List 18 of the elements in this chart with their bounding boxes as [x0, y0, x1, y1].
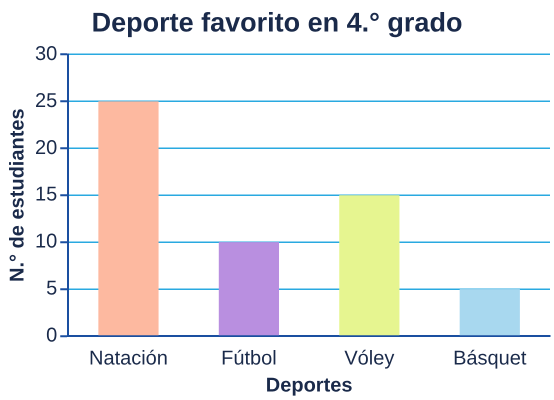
bar [98, 101, 159, 336]
x-tick-label: Natación [88, 348, 168, 370]
y-axis-title: N.° de estudiantes [6, 108, 29, 282]
x-tick-label: Vóley [344, 348, 394, 370]
y-tick-label: 25 [34, 90, 58, 112]
x-axis-title: Deportes [266, 374, 352, 397]
y-tick-label: 10 [34, 230, 58, 253]
bar [339, 195, 400, 336]
x-tick-label: Básquet [453, 348, 527, 370]
bar [460, 289, 520, 336]
y-tick-label: 30 [34, 42, 58, 65]
chart-title: Deporte favorito en 4.° grado [92, 8, 462, 38]
bar [218, 242, 280, 336]
y-tick-label: 20 [34, 136, 58, 159]
y-tick-label: 5 [46, 278, 58, 300]
x-tick-label: Fútbol [221, 348, 277, 370]
y-tick-label: 15 [34, 184, 58, 206]
y-tick-label: 0 [46, 324, 58, 347]
